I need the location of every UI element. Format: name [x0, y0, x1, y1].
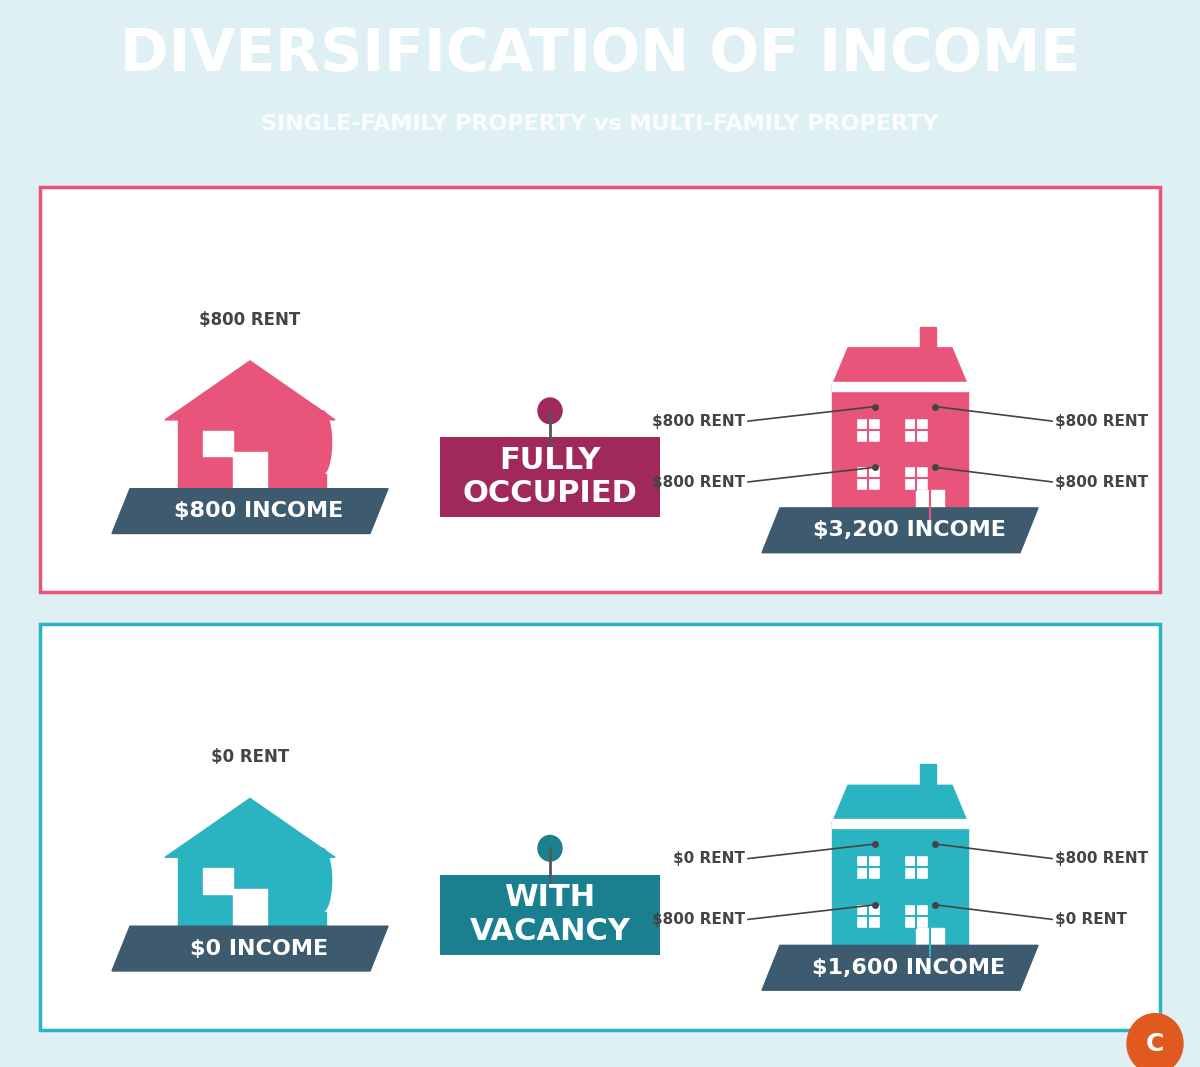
Text: $0 INCOME: $0 INCOME: [190, 939, 328, 958]
Polygon shape: [156, 935, 343, 939]
Polygon shape: [178, 858, 323, 935]
Circle shape: [538, 835, 562, 861]
FancyBboxPatch shape: [856, 418, 880, 442]
Polygon shape: [203, 869, 233, 894]
Circle shape: [1127, 1014, 1183, 1067]
Polygon shape: [828, 956, 972, 960]
Text: $800 RENT: $800 RENT: [199, 310, 301, 329]
Polygon shape: [203, 431, 233, 457]
Polygon shape: [832, 785, 968, 824]
Polygon shape: [156, 497, 343, 501]
FancyBboxPatch shape: [904, 856, 928, 879]
Polygon shape: [319, 911, 325, 939]
Polygon shape: [832, 382, 968, 391]
Polygon shape: [166, 798, 335, 858]
Polygon shape: [112, 489, 388, 534]
Text: SINGLE-FAMILY PROPERTY vs MULTI-FAMILY PROPERTY: SINGLE-FAMILY PROPERTY vs MULTI-FAMILY P…: [262, 114, 938, 133]
Polygon shape: [916, 928, 944, 956]
Text: DIVERSIFICATION OF INCOME: DIVERSIFICATION OF INCOME: [120, 26, 1080, 82]
Polygon shape: [293, 474, 300, 501]
Text: C: C: [1146, 1032, 1164, 1055]
Text: $0 RENT: $0 RENT: [211, 748, 289, 766]
FancyBboxPatch shape: [904, 904, 928, 928]
Polygon shape: [916, 491, 944, 519]
FancyBboxPatch shape: [40, 187, 1160, 592]
Circle shape: [538, 398, 562, 424]
Text: $800 RENT: $800 RENT: [1055, 475, 1148, 490]
Polygon shape: [166, 361, 335, 420]
Polygon shape: [233, 451, 266, 497]
FancyBboxPatch shape: [856, 904, 880, 928]
Polygon shape: [832, 819, 968, 828]
Ellipse shape: [313, 848, 331, 911]
Polygon shape: [832, 824, 968, 956]
FancyBboxPatch shape: [440, 875, 660, 955]
Ellipse shape: [288, 848, 306, 911]
Ellipse shape: [313, 411, 331, 474]
Text: FULLY
OCCUPIED: FULLY OCCUPIED: [462, 446, 637, 508]
Text: $800 RENT: $800 RENT: [652, 912, 745, 927]
Text: $800 RENT: $800 RENT: [1055, 851, 1148, 866]
Polygon shape: [762, 945, 1038, 990]
Text: WITH
VACANCY: WITH VACANCY: [469, 883, 630, 945]
FancyBboxPatch shape: [440, 437, 660, 517]
Text: $800 RENT: $800 RENT: [652, 475, 745, 490]
Polygon shape: [762, 508, 1038, 553]
Polygon shape: [832, 386, 968, 519]
Text: $800 RENT: $800 RENT: [1055, 414, 1148, 429]
Polygon shape: [178, 420, 323, 497]
Polygon shape: [920, 764, 936, 785]
Text: $1,600 INCOME: $1,600 INCOME: [812, 958, 1006, 977]
Polygon shape: [293, 911, 300, 939]
Polygon shape: [828, 519, 972, 523]
Text: $800 INCOME: $800 INCOME: [174, 501, 343, 521]
FancyBboxPatch shape: [856, 856, 880, 879]
FancyBboxPatch shape: [904, 466, 928, 491]
FancyBboxPatch shape: [40, 624, 1160, 1030]
Text: $0 RENT: $0 RENT: [1055, 912, 1127, 927]
Polygon shape: [832, 348, 968, 386]
Polygon shape: [112, 926, 388, 971]
Polygon shape: [319, 474, 325, 501]
FancyBboxPatch shape: [904, 418, 928, 442]
Polygon shape: [233, 889, 266, 935]
Text: $800 RENT: $800 RENT: [652, 414, 745, 429]
FancyBboxPatch shape: [856, 466, 880, 491]
Polygon shape: [920, 327, 936, 348]
Text: $0 RENT: $0 RENT: [673, 851, 745, 866]
Text: $3,200 INCOME: $3,200 INCOME: [812, 521, 1006, 540]
Ellipse shape: [288, 411, 306, 474]
